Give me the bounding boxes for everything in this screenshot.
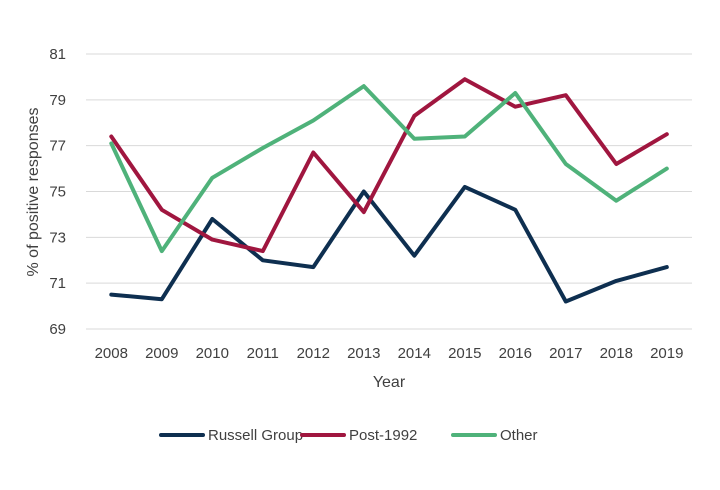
x-tick-label: 2010 bbox=[196, 345, 229, 362]
x-tick-label: 2019 bbox=[650, 345, 683, 362]
y-tick-label: 77 bbox=[49, 138, 66, 155]
y-axis-title: % of positive responses bbox=[25, 108, 42, 277]
gridlines bbox=[86, 53, 692, 330]
series-lines bbox=[109, 77, 669, 304]
legend: Russell Group Post-1992 Other bbox=[159, 427, 538, 444]
legend-label-other: Other bbox=[500, 427, 538, 444]
x-tick-label: 2009 bbox=[145, 345, 178, 362]
legend-label-russell-group: Russell Group bbox=[208, 427, 303, 444]
series-line-other bbox=[109, 84, 669, 254]
y-tick-label: 75 bbox=[49, 184, 66, 201]
y-tick-label: 69 bbox=[49, 321, 66, 338]
x-tick-labels: 2008 2009 2010 2011 2012 2013 2014 2015 2016 2017… bbox=[95, 345, 684, 362]
y-tick-labels: 69 71 73 75 77 79 81 bbox=[49, 46, 66, 338]
x-axis-title: Year bbox=[373, 374, 406, 391]
x-tick-label: 2011 bbox=[247, 345, 279, 362]
x-tick-label: 2013 bbox=[347, 345, 380, 362]
x-tick-label: 2008 bbox=[95, 345, 128, 362]
x-tick-label: 2018 bbox=[600, 345, 633, 362]
legend-label-post-1992: Post-1992 bbox=[349, 427, 417, 444]
y-tick-label: 71 bbox=[49, 275, 66, 292]
y-tick-label: 73 bbox=[49, 229, 66, 246]
series-line-post-1992 bbox=[109, 77, 669, 254]
x-tick-label: 2015 bbox=[448, 345, 481, 362]
x-tick-label: 2017 bbox=[549, 345, 582, 362]
x-tick-label: 2016 bbox=[499, 345, 532, 362]
x-tick-label: 2012 bbox=[297, 345, 330, 362]
x-tick-label: 2014 bbox=[398, 345, 431, 362]
y-tick-label: 81 bbox=[49, 46, 66, 63]
y-tick-label: 79 bbox=[49, 92, 66, 109]
